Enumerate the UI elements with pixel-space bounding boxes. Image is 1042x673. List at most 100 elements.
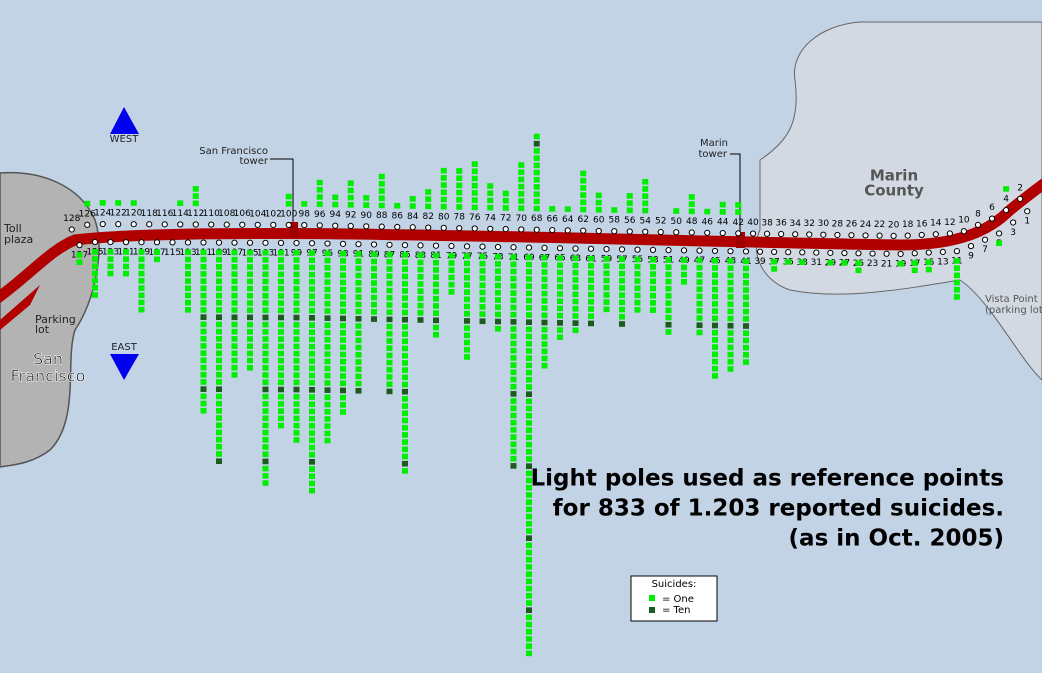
suicide-square xyxy=(510,283,517,289)
pole-number: 2 xyxy=(1017,183,1023,193)
suicide-square xyxy=(355,279,362,286)
suicide-square xyxy=(340,322,346,329)
suicide-square xyxy=(278,408,284,414)
suicide-square xyxy=(402,252,408,258)
pole-number: 23 xyxy=(867,259,878,269)
pole-number: 80 xyxy=(438,212,450,222)
light-pole xyxy=(841,249,848,257)
suicide-square xyxy=(526,556,532,563)
suicide-square xyxy=(262,386,269,393)
suicide-square xyxy=(425,203,432,210)
suicide-square xyxy=(510,455,517,462)
suicide-square xyxy=(464,296,470,303)
light-pole xyxy=(960,228,968,235)
suicide-square xyxy=(123,270,129,277)
toll-road xyxy=(0,285,40,330)
suicide-square xyxy=(526,636,532,642)
light-pole xyxy=(239,221,246,228)
suicide-square xyxy=(247,271,253,277)
suicide-square xyxy=(332,194,339,201)
suicide-square xyxy=(355,359,362,365)
light-pole xyxy=(603,246,610,253)
suicide-square xyxy=(619,285,625,291)
light-pole xyxy=(347,222,354,230)
suicide-square xyxy=(953,294,960,300)
suicide-square xyxy=(355,287,362,293)
suicide-square xyxy=(138,263,145,270)
suicide-square xyxy=(394,202,401,209)
suicide-square xyxy=(650,292,656,299)
suicide-square xyxy=(371,309,377,315)
suicide-square xyxy=(247,343,253,349)
pole-number: 3 xyxy=(1010,228,1016,238)
suicide-square xyxy=(448,281,455,288)
suicide-square xyxy=(588,255,594,262)
suicide-square xyxy=(324,308,331,314)
suicide-square xyxy=(123,249,129,255)
light-pole xyxy=(525,244,533,251)
suicide-square xyxy=(533,184,540,190)
suicide-square xyxy=(278,372,284,378)
suicide-square xyxy=(200,299,207,306)
suicide-square xyxy=(953,265,960,271)
light-pole xyxy=(665,247,672,254)
light-pole xyxy=(946,230,953,237)
suicide-square xyxy=(526,614,532,621)
suicide-square xyxy=(278,271,284,278)
suicide-square xyxy=(386,258,393,265)
toll-label: plaza xyxy=(4,233,33,246)
light-pole xyxy=(988,215,996,222)
light-pole xyxy=(107,238,114,246)
light-pole xyxy=(91,238,99,246)
suicide-square xyxy=(216,328,222,335)
light-pole xyxy=(673,229,680,236)
suicide-square xyxy=(533,191,540,197)
suicide-square xyxy=(572,277,579,283)
pole-number: 106 xyxy=(234,209,251,219)
pole-number: 102 xyxy=(265,209,282,219)
pole-number: 31 xyxy=(811,258,822,268)
suicide-square xyxy=(402,345,408,352)
sf-label: San xyxy=(33,350,63,369)
suicide-square xyxy=(688,201,695,207)
suicide-square xyxy=(518,169,525,176)
suicide-square xyxy=(92,270,98,277)
suicide-square xyxy=(479,311,486,317)
suicide-square xyxy=(386,302,393,308)
suicide-square xyxy=(743,344,749,351)
sf-tower-label: San Francisco xyxy=(199,146,268,157)
suicide-square xyxy=(464,332,470,339)
suicide-square xyxy=(355,251,362,257)
suicide-square xyxy=(402,410,408,417)
light-pole xyxy=(518,226,525,233)
suicide-square xyxy=(526,254,532,261)
suicide-square xyxy=(526,405,532,412)
pole-number: 70 xyxy=(516,214,528,224)
suicide-square xyxy=(262,278,269,285)
suicide-square xyxy=(355,373,362,380)
suicide-square xyxy=(448,289,455,295)
suicide-square xyxy=(402,468,408,474)
suicide-square xyxy=(433,310,439,316)
suicide-square xyxy=(216,372,222,378)
suicide-square xyxy=(526,362,532,369)
suicide-square xyxy=(340,380,346,387)
pole-number: 46 xyxy=(702,217,714,227)
suicide-square xyxy=(526,319,532,325)
suicide-square xyxy=(433,331,439,338)
pole-number: 34 xyxy=(789,219,801,229)
suicide-square xyxy=(231,343,238,349)
suicide-square xyxy=(456,204,463,210)
suicide-square xyxy=(634,292,641,299)
suicide-square xyxy=(402,309,408,316)
light-pole xyxy=(355,241,362,248)
pole-number: 115 xyxy=(164,248,181,258)
title-line: (as in Oct. 2005) xyxy=(789,526,1004,552)
suicide-square xyxy=(107,263,114,270)
light-pole xyxy=(138,239,145,246)
suicide-square xyxy=(650,271,656,277)
suicide-square xyxy=(216,307,222,313)
suicide-square xyxy=(216,415,222,421)
east-label: EAST xyxy=(111,342,138,353)
suicide-square xyxy=(386,287,393,294)
